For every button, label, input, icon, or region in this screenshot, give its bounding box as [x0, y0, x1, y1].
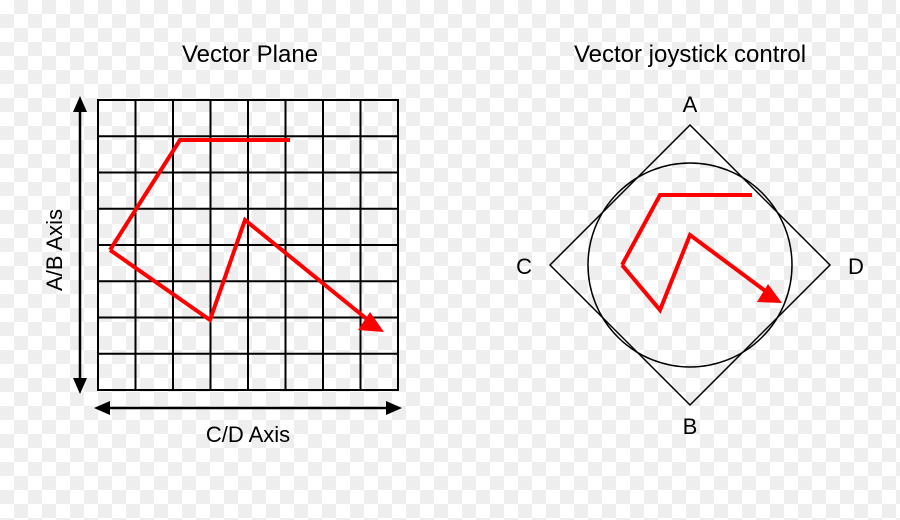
y-axis-double-arrow [73, 96, 87, 394]
label-c: C [516, 254, 532, 279]
right-title: Vector joystick control [574, 41, 806, 68]
label-d: D [848, 254, 864, 279]
diagram-canvas: Vector Plane A/B Axis C/D Axis [0, 0, 900, 520]
y-axis-label: A/B Axis [42, 209, 67, 291]
vector-plane-grid [98, 100, 398, 390]
x-axis-double-arrow [94, 401, 402, 415]
label-b: B [683, 414, 698, 439]
label-a: A [683, 92, 698, 117]
right-red-path [622, 195, 782, 310]
x-axis-label: C/D Axis [206, 422, 290, 447]
joystick-diamond [550, 125, 830, 405]
left-title: Vector Plane [182, 41, 318, 68]
